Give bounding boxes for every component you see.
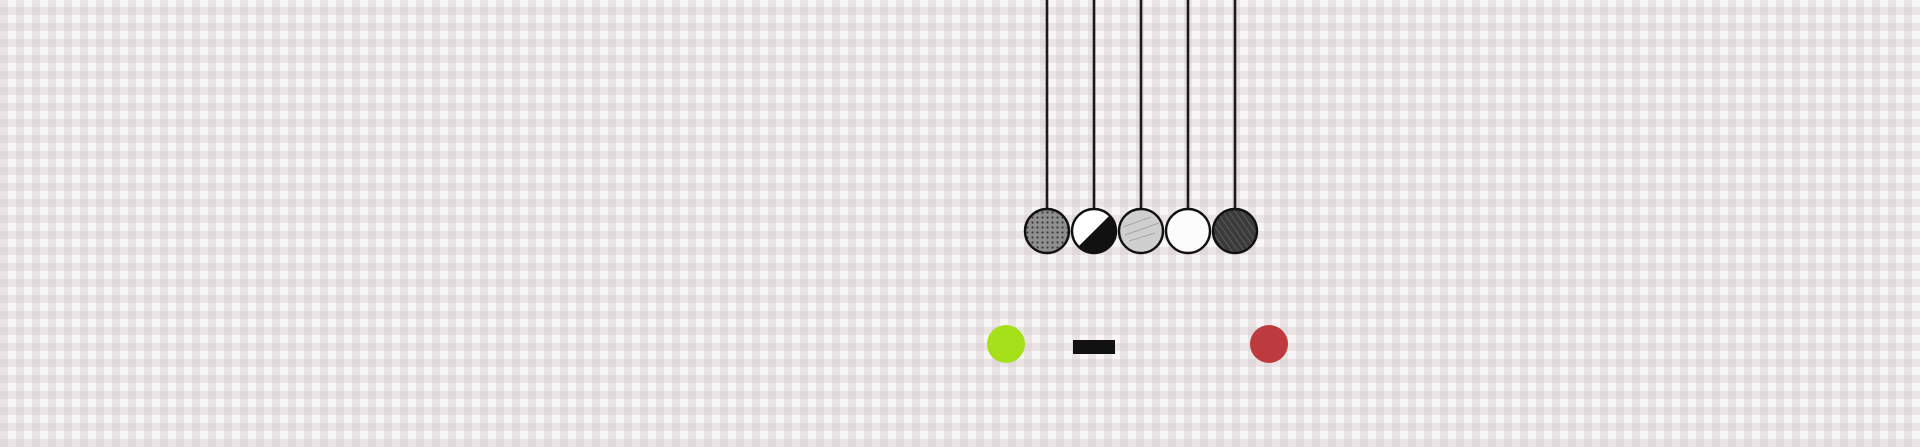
controls	[987, 325, 1288, 363]
hatched-ball	[1211, 207, 1259, 255]
half-split-ball	[1070, 207, 1118, 255]
green-dot-icon[interactable]	[987, 325, 1025, 363]
cradle-balls	[1023, 207, 1259, 255]
red-dot-icon[interactable]	[1250, 325, 1288, 363]
white-ball	[1164, 207, 1212, 255]
cradle-strings	[1045, 0, 1237, 209]
dash-icon	[1073, 340, 1115, 354]
light-gray-ball	[1117, 207, 1165, 255]
dotted-ball	[1023, 207, 1071, 255]
